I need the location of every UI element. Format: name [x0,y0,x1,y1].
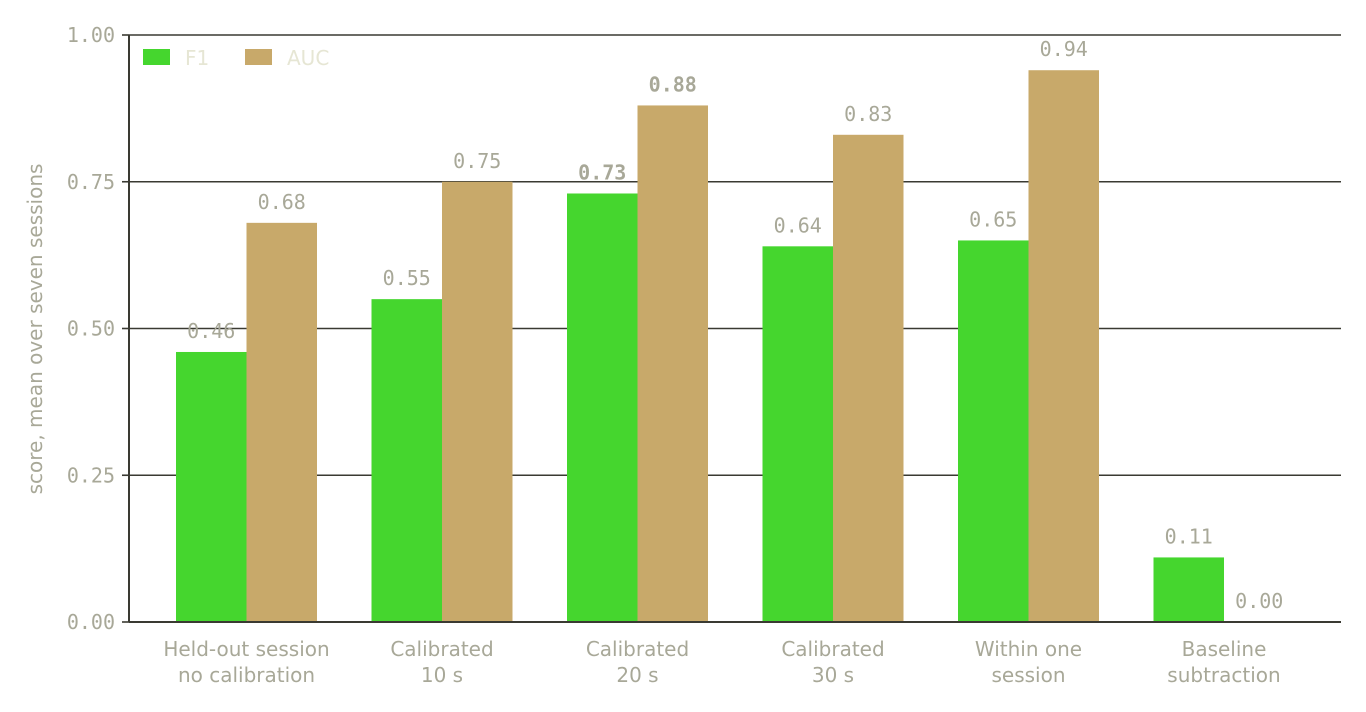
data-label: 0.68 [258,190,306,214]
y-tick-label: 1.00 [67,23,115,47]
bar-f1 [958,240,1029,622]
bar-auc [246,222,317,622]
data-label: 0.11 [1165,524,1213,548]
y-tick-labels: 0.00 0.25 0.50 0.75 1.00 [67,23,115,634]
data-label: 0.73 [578,160,626,184]
y-tick-label: 0.50 [67,317,115,341]
y-tick-label: 0.75 [67,170,115,194]
bars [176,70,1224,623]
bar-auc [637,105,708,622]
legend-swatch [143,49,170,65]
x-tick-label: Within one [975,637,1082,661]
y-tick-label: 0.00 [67,610,115,634]
bar-auc [1028,70,1099,623]
x-tick-label: Held-out session [163,637,329,661]
bar-f1 [371,299,442,622]
data-label: 0.94 [1040,37,1088,61]
x-tick-label: Calibrated [586,637,689,661]
data-label: 0.46 [187,319,235,343]
legend-label: AUC [287,46,329,70]
x-tick-label: session [991,663,1065,687]
x-tick-label: Calibrated [781,637,884,661]
x-tick-label: subtraction [1167,663,1280,687]
data-label: 0.00 [1235,589,1283,613]
bar-auc [442,181,513,622]
data-label: 0.65 [969,207,1017,231]
y-tick-label: 0.25 [67,463,115,487]
legend-label: F1 [185,46,209,70]
data-label: 0.64 [774,213,822,237]
data-label: 0.88 [649,72,697,96]
bar-auc [833,134,904,623]
data-label: 0.75 [453,149,501,173]
bar-f1 [567,193,638,623]
bar-f1 [176,351,247,622]
bar-f1 [1153,557,1224,622]
legend-swatch [245,49,272,65]
x-tick-label: 10 s [421,663,463,687]
axes [122,34,1341,623]
x-tick-label: 20 s [616,663,658,687]
y-axis-label: score, mean over seven sessions [23,164,47,495]
x-tick-label: Baseline [1182,637,1267,661]
data-labels: 0.46 0.68 0.55 0.75 0.73 0.88 0.64 0.83 0.65 0.94… [187,37,1283,613]
x-tick-label: no calibration [178,663,315,687]
legend: F1 AUC [143,46,329,70]
x-tick-label: Calibrated [390,637,493,661]
data-label: 0.83 [844,102,892,126]
bar-f1 [762,246,833,622]
x-tick-label: 30 s [812,663,854,687]
data-label: 0.55 [383,266,431,290]
grid-lines [129,34,1341,477]
